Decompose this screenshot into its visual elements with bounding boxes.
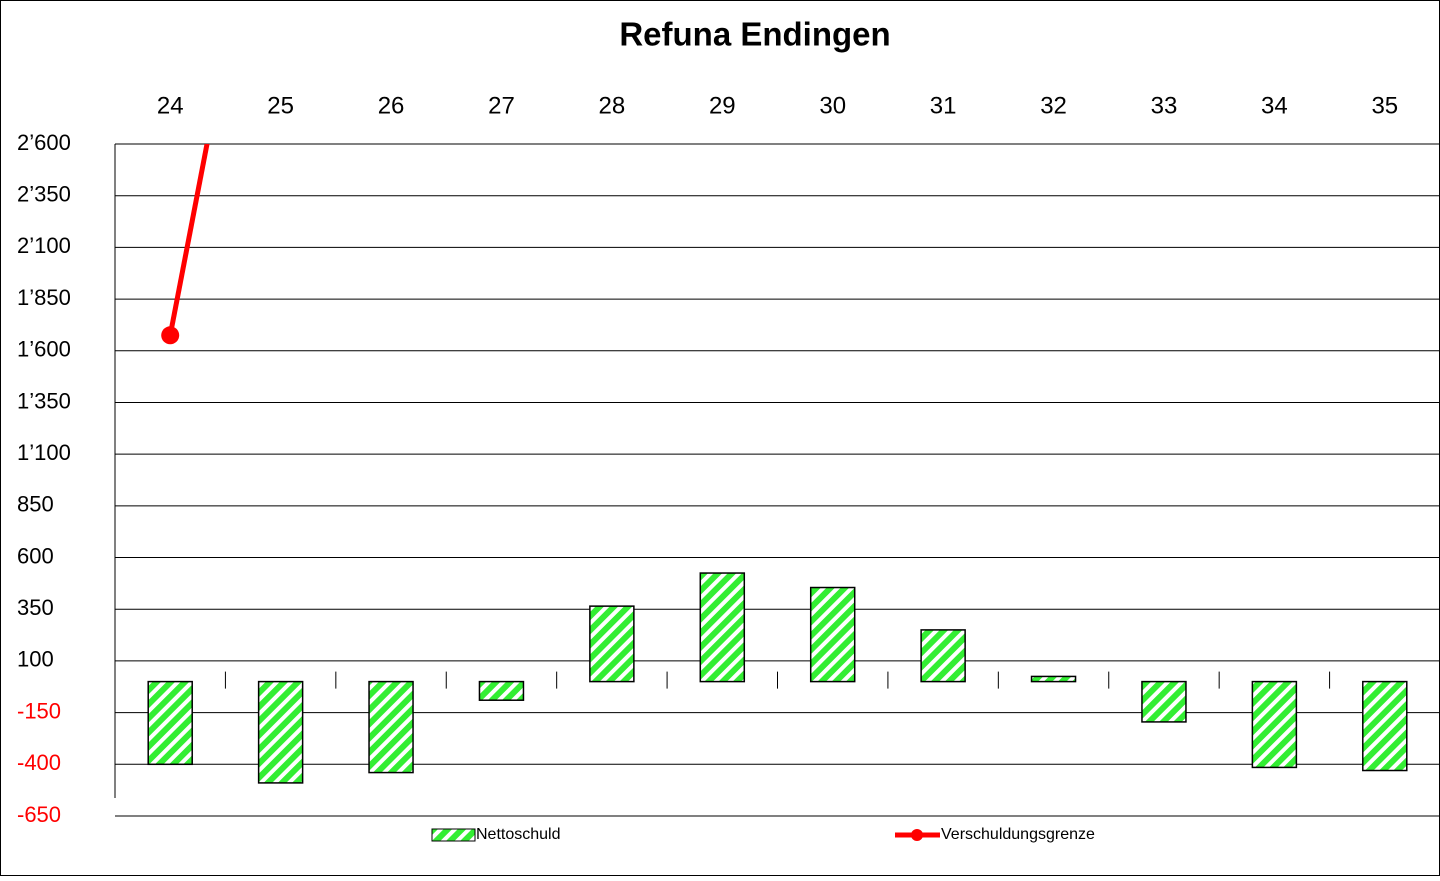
legend-swatch bbox=[431, 828, 476, 842]
x-tick-label: 27 bbox=[488, 92, 515, 119]
plot-area bbox=[147, 144, 1408, 784]
y-tick-label: 2’100 bbox=[17, 233, 71, 258]
bar bbox=[1251, 680, 1298, 769]
y-tick-label: 600 bbox=[17, 543, 54, 568]
x-tick-label: 29 bbox=[709, 92, 736, 119]
legend-label: Nettoschuld bbox=[476, 826, 561, 843]
y-tick-label: 1’600 bbox=[17, 337, 71, 362]
y-tick-label: 350 bbox=[17, 595, 54, 620]
line-marker bbox=[161, 326, 180, 345]
bar bbox=[809, 586, 856, 683]
bar bbox=[1141, 680, 1187, 723]
y-tick-label: 100 bbox=[17, 647, 54, 672]
y-tick-label: 1’100 bbox=[17, 440, 71, 465]
bar bbox=[257, 680, 304, 784]
x-tick-label: 30 bbox=[819, 92, 846, 119]
y-tick-label: 2’600 bbox=[17, 130, 71, 155]
bar bbox=[478, 680, 525, 701]
x-tick-label: 25 bbox=[267, 92, 294, 119]
line bbox=[167, 144, 210, 336]
y-tick-label: 1’850 bbox=[17, 285, 71, 310]
x-tick-label: 28 bbox=[599, 92, 626, 119]
bar bbox=[368, 680, 414, 774]
x-tick-label: 26 bbox=[378, 92, 405, 119]
y-tick-label: -650 bbox=[17, 802, 61, 827]
x-tick-label: 33 bbox=[1151, 92, 1178, 119]
y-tick-label: -400 bbox=[17, 750, 61, 775]
x-tick-label: 34 bbox=[1261, 92, 1288, 119]
y-tick-label: 2’350 bbox=[17, 182, 71, 207]
y-tick-label: -150 bbox=[17, 698, 61, 723]
bar bbox=[589, 605, 635, 683]
bar bbox=[1362, 680, 1408, 772]
y-tick-label: 1’350 bbox=[17, 388, 71, 413]
x-tick-label: 32 bbox=[1040, 92, 1067, 119]
y-tick-label: 850 bbox=[17, 492, 54, 517]
x-tick-label: 35 bbox=[1371, 92, 1398, 119]
legend-label: Verschuldungsgrenze bbox=[941, 826, 1095, 843]
x-tick-label: 24 bbox=[157, 92, 184, 119]
x-tick-label: 31 bbox=[930, 92, 957, 119]
legend-marker bbox=[911, 829, 923, 841]
bar bbox=[1030, 675, 1077, 683]
chart-title: Refuna Endingen bbox=[619, 16, 890, 53]
bar bbox=[699, 572, 746, 683]
bar bbox=[147, 680, 193, 766]
bar bbox=[920, 629, 966, 683]
